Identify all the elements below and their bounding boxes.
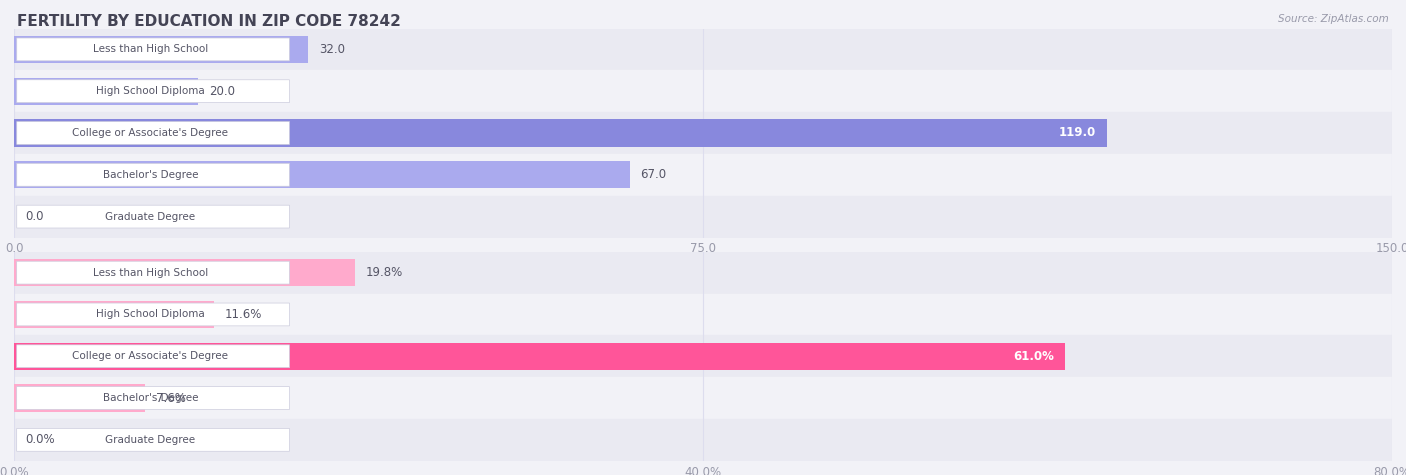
Bar bbox=[14, 112, 1392, 154]
Text: 119.0: 119.0 bbox=[1059, 126, 1097, 140]
Text: 0.0: 0.0 bbox=[25, 210, 44, 223]
Bar bbox=[14, 259, 356, 286]
FancyBboxPatch shape bbox=[17, 205, 290, 228]
Bar bbox=[14, 28, 1392, 70]
Text: 19.8%: 19.8% bbox=[366, 266, 404, 279]
FancyBboxPatch shape bbox=[17, 428, 290, 451]
Bar bbox=[14, 154, 1392, 196]
Bar bbox=[14, 119, 1107, 147]
FancyBboxPatch shape bbox=[17, 345, 290, 368]
Text: 61.0%: 61.0% bbox=[1012, 350, 1053, 363]
Text: Bachelor's Degree: Bachelor's Degree bbox=[103, 170, 198, 180]
Bar bbox=[14, 294, 1392, 335]
FancyBboxPatch shape bbox=[17, 163, 290, 186]
FancyBboxPatch shape bbox=[17, 122, 290, 144]
Bar bbox=[14, 377, 1392, 419]
Bar bbox=[14, 161, 630, 189]
Text: College or Associate's Degree: College or Associate's Degree bbox=[72, 128, 228, 138]
FancyBboxPatch shape bbox=[17, 261, 290, 284]
Text: Bachelor's Degree: Bachelor's Degree bbox=[103, 393, 198, 403]
Text: Graduate Degree: Graduate Degree bbox=[105, 435, 195, 445]
Text: 7.6%: 7.6% bbox=[156, 391, 186, 405]
FancyBboxPatch shape bbox=[17, 387, 290, 409]
FancyBboxPatch shape bbox=[17, 80, 290, 103]
Bar bbox=[14, 36, 308, 63]
Text: Graduate Degree: Graduate Degree bbox=[105, 211, 195, 222]
Text: Less than High School: Less than High School bbox=[93, 44, 208, 55]
Bar bbox=[14, 384, 145, 412]
Text: 11.6%: 11.6% bbox=[225, 308, 263, 321]
Bar bbox=[14, 301, 214, 328]
Bar bbox=[14, 419, 1392, 461]
Bar bbox=[14, 70, 1392, 112]
FancyBboxPatch shape bbox=[17, 38, 290, 61]
Text: FERTILITY BY EDUCATION IN ZIP CODE 78242: FERTILITY BY EDUCATION IN ZIP CODE 78242 bbox=[17, 14, 401, 29]
Text: 32.0: 32.0 bbox=[319, 43, 344, 56]
Text: 20.0: 20.0 bbox=[209, 85, 235, 98]
Text: 0.0%: 0.0% bbox=[25, 433, 55, 446]
FancyBboxPatch shape bbox=[17, 303, 290, 326]
Text: 67.0: 67.0 bbox=[641, 168, 666, 181]
Bar bbox=[14, 196, 1392, 238]
Text: Less than High School: Less than High School bbox=[93, 267, 208, 278]
Bar bbox=[14, 77, 198, 105]
Text: College or Associate's Degree: College or Associate's Degree bbox=[72, 351, 228, 361]
Text: Source: ZipAtlas.com: Source: ZipAtlas.com bbox=[1278, 14, 1389, 24]
Bar bbox=[14, 342, 1064, 370]
Text: High School Diploma: High School Diploma bbox=[96, 86, 205, 96]
Bar bbox=[14, 252, 1392, 294]
Text: High School Diploma: High School Diploma bbox=[96, 309, 205, 320]
Bar bbox=[14, 335, 1392, 377]
